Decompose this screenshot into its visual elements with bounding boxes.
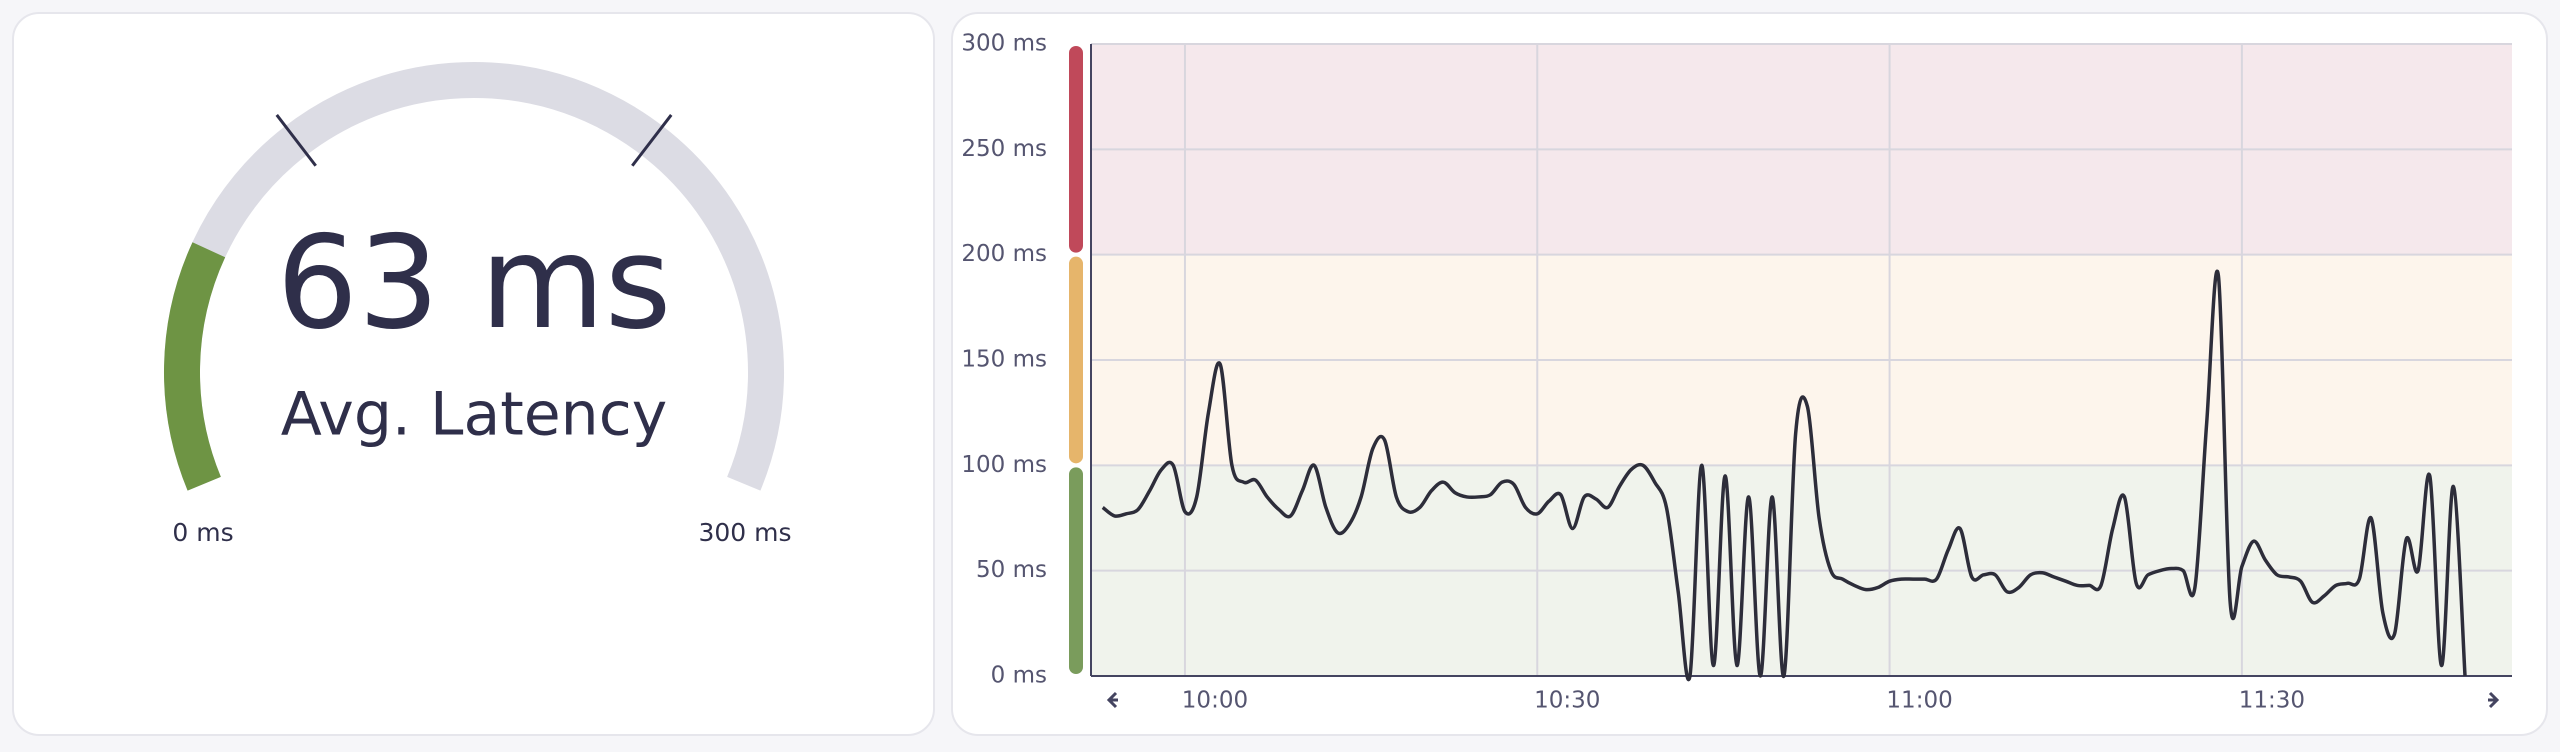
gauge-value: 63 ms	[277, 209, 672, 358]
y-tick-label: 200 ms	[961, 241, 1047, 267]
scroll-left-icon[interactable]	[1106, 691, 1118, 709]
x-tick-label: 10:30	[1534, 688, 1600, 714]
gauge-label: Avg. Latency	[281, 380, 667, 450]
y-tick-label: 50 ms	[976, 557, 1047, 583]
x-tick-label: 11:00	[1886, 688, 1952, 714]
y-tick-label: 300 ms	[961, 31, 1047, 57]
latency-line	[1101, 269, 2467, 682]
gauge-threshold	[631, 114, 673, 167]
y-tick-label: 100 ms	[961, 452, 1047, 478]
gauge-card	[12, 12, 935, 736]
x-tick-label: 10:00	[1182, 688, 1248, 714]
y-tick-label: 0 ms	[991, 663, 1047, 689]
gauge-threshold	[275, 114, 317, 167]
scroll-right-icon[interactable]	[2488, 691, 2500, 709]
gauge-min-label: 0 ms	[172, 518, 233, 547]
x-tick-label: 11:30	[2239, 688, 2305, 714]
y-tick-label: 250 ms	[961, 136, 1047, 162]
gauge-max-label: 300 ms	[698, 518, 791, 547]
gauge-fill	[164, 242, 226, 491]
threshold-indicator	[1069, 256, 1083, 464]
y-tick-label: 150 ms	[961, 347, 1047, 373]
threshold-indicator	[1069, 46, 1083, 253]
threshold-indicator	[1069, 467, 1083, 674]
